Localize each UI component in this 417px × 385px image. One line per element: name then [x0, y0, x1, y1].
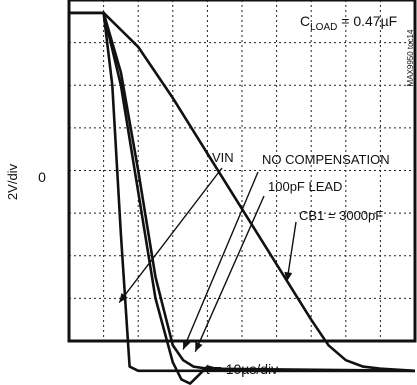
figure-id: MAX9950 toc14	[406, 29, 415, 86]
trace-3	[69, 11, 416, 373]
annotation-100pf-lead: 100pF LEAD	[268, 179, 342, 194]
arrow-shaft-1	[182, 171, 259, 350]
arrow-head-0	[119, 293, 128, 303]
labels: VIN NO COMPENSATION 100pF LEAD CB1 = 3000pF…	[5, 13, 415, 377]
arrow-shaft-3	[286, 221, 297, 282]
trace-1	[69, 11, 415, 385]
y-axis-label: 2V/div	[5, 163, 20, 200]
y-zero-label: 0	[38, 169, 46, 185]
annotation-no-compensation: NO COMPENSATION	[262, 152, 390, 167]
plot-frame	[67, 0, 417, 343]
trace-2	[69, 11, 416, 373]
annotation-vin: VIN	[212, 150, 234, 165]
arrow-head-3	[284, 271, 293, 282]
arrow-shaft-2	[194, 195, 265, 352]
x-axis-label: t = 10µs/div	[206, 361, 278, 377]
load-capacitance-label: CLOAD = 0.47µF	[300, 13, 397, 33]
arrow-head-2	[195, 341, 203, 352]
traces	[69, 11, 416, 385]
arrow-shaft-0	[118, 167, 223, 304]
annotation-cb1: CB1 = 3000pF	[299, 208, 383, 223]
